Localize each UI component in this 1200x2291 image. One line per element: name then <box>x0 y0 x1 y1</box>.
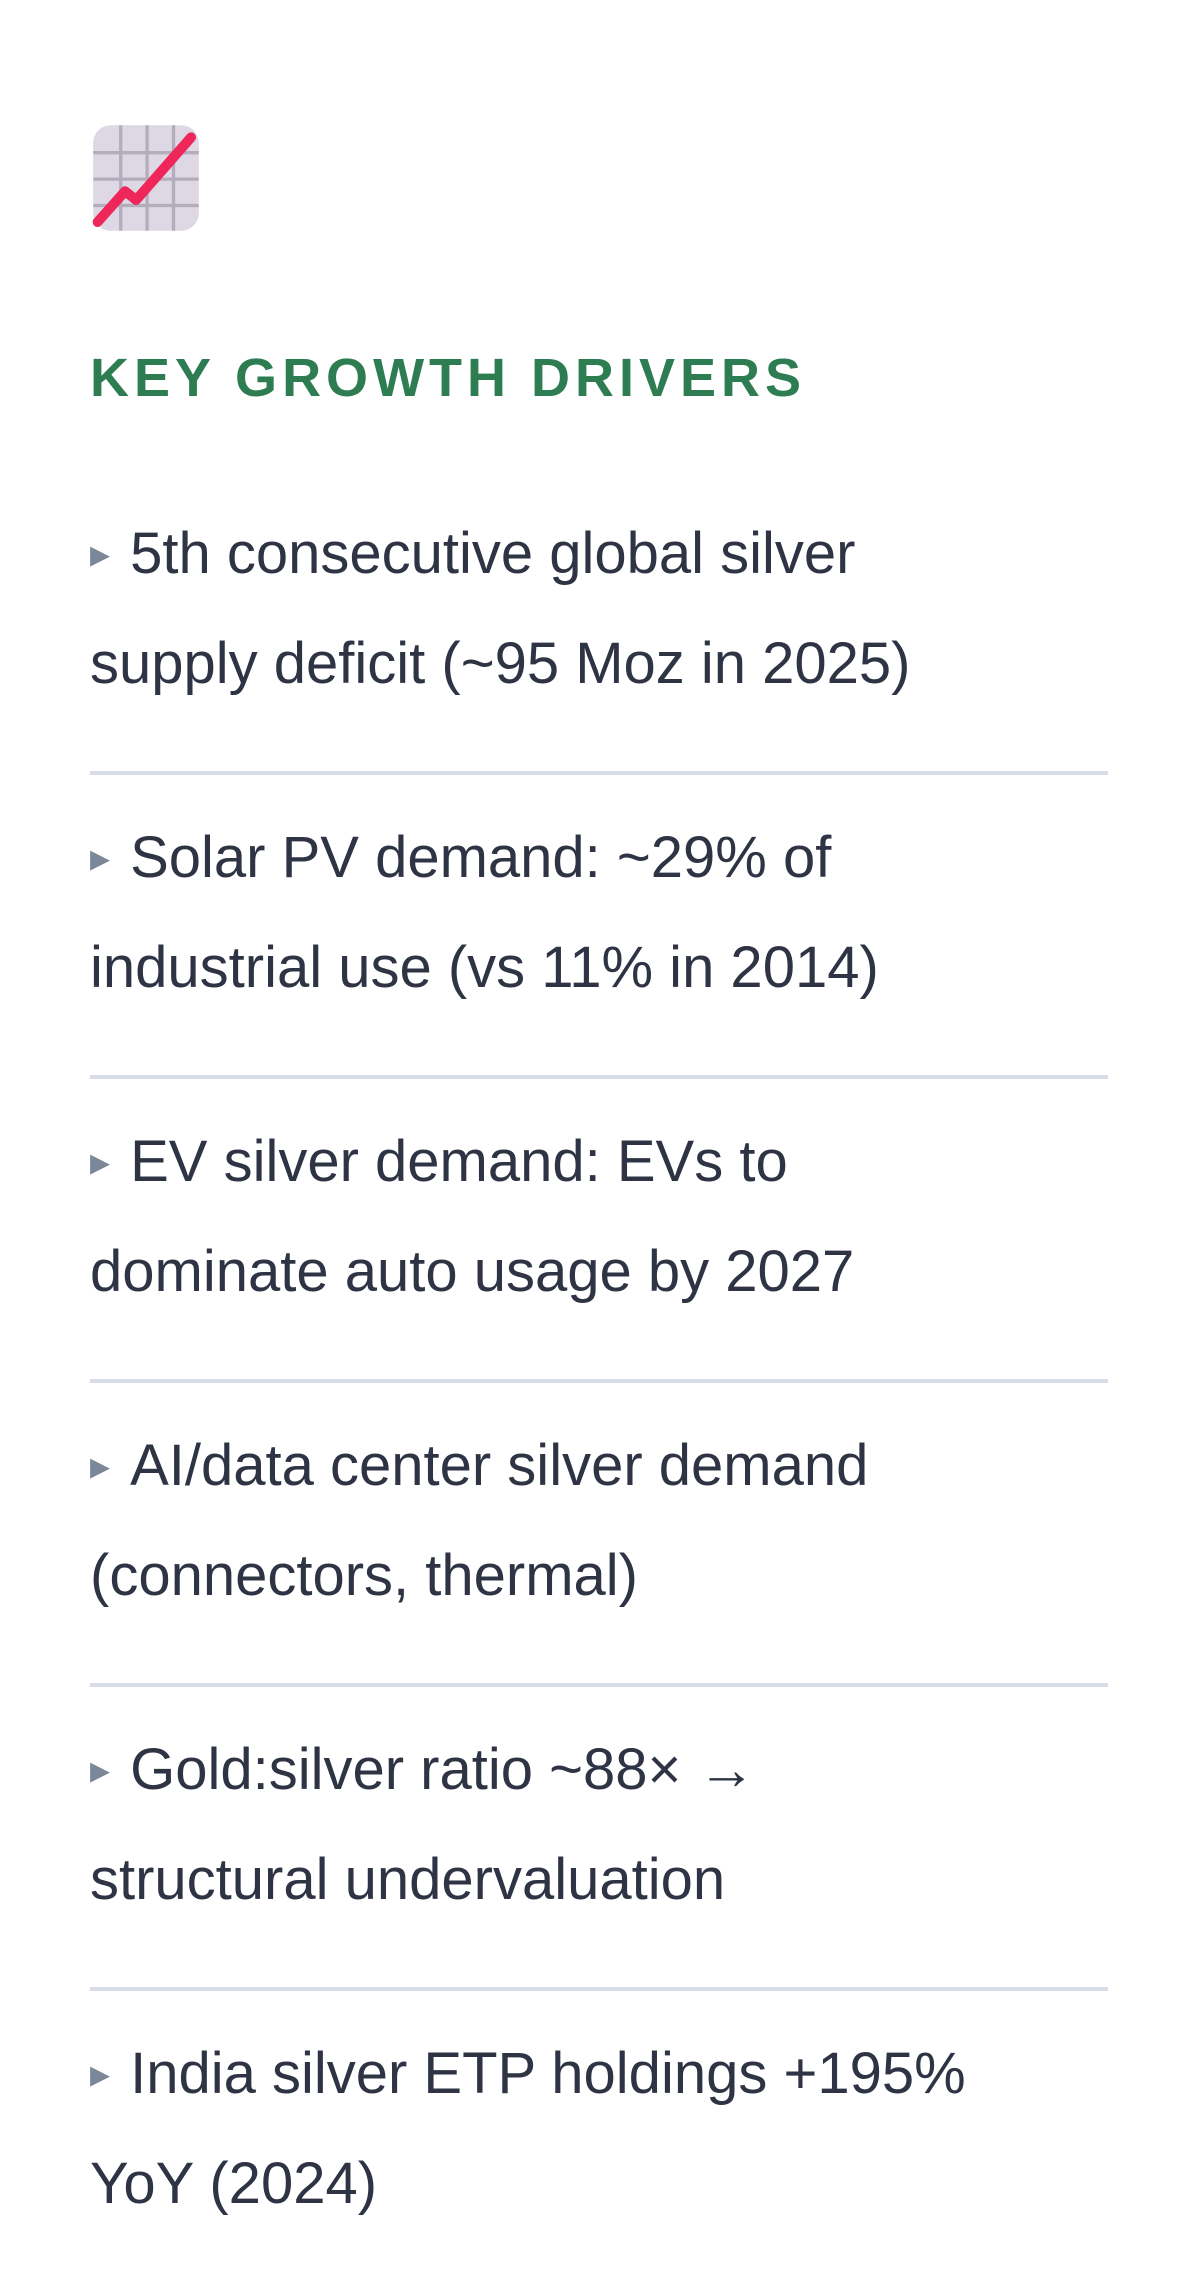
bullet-triangle-icon: ▸ <box>90 835 111 881</box>
list-item: ▸ 5th consecutive global silver supply de… <box>90 477 1108 775</box>
list-item-text-line1: Solar PV demand: ~29% of <box>130 825 832 890</box>
bullet-triangle-icon: ▸ <box>90 1747 111 1793</box>
list-item-text-line1: AI/data center silver demand <box>130 1433 869 1498</box>
list-item-text-line2: industrial use (vs 11% in 2014) <box>90 935 879 1000</box>
growth-drivers-list: ▸ 5th consecutive global silver supply de… <box>90 477 1108 2291</box>
list-item: ▸ EV silver demand: EVs to dominate auto … <box>90 1079 1108 1383</box>
bullet-triangle-icon: ▸ <box>90 2051 111 2097</box>
list-item: ▸ AI/data center silver demand (connector… <box>90 1383 1108 1687</box>
list-item-text-line1: EV silver demand: EVs to <box>130 1129 788 1194</box>
list-item: ▸ Gold:silver ratio ~88× → structural und… <box>90 1687 1108 1991</box>
chart-increasing-icon <box>92 125 199 231</box>
list-item-text-line2: dominate auto usage by 2027 <box>90 1239 855 1304</box>
list-item-text-line1: 5th consecutive global silver <box>130 521 856 586</box>
list-item-text-line1: Gold:silver ratio ~88× → <box>130 1737 756 1802</box>
bullet-triangle-icon: ▸ <box>90 1139 111 1185</box>
bullet-triangle-icon: ▸ <box>90 531 111 577</box>
section-heading: KEY GROWTH DRIVERS <box>90 348 807 408</box>
list-item-text-line2: YoY (2024) <box>90 2151 378 2216</box>
list-item: ▸ India silver ETP holdings +195% YoY (20… <box>90 1991 1108 2291</box>
list-item-text-line1: India silver ETP holdings +195% <box>130 2041 966 2106</box>
bullet-triangle-icon: ▸ <box>90 1443 111 1489</box>
list-item-text-line2: structural undervaluation <box>90 1847 726 1912</box>
list-item-text-line2: supply deficit (~95 Moz in 2025) <box>90 631 911 696</box>
list-item-text-line2: (connectors, thermal) <box>90 1543 638 1608</box>
list-item: ▸ Solar PV demand: ~29% of industrial use… <box>90 775 1108 1079</box>
